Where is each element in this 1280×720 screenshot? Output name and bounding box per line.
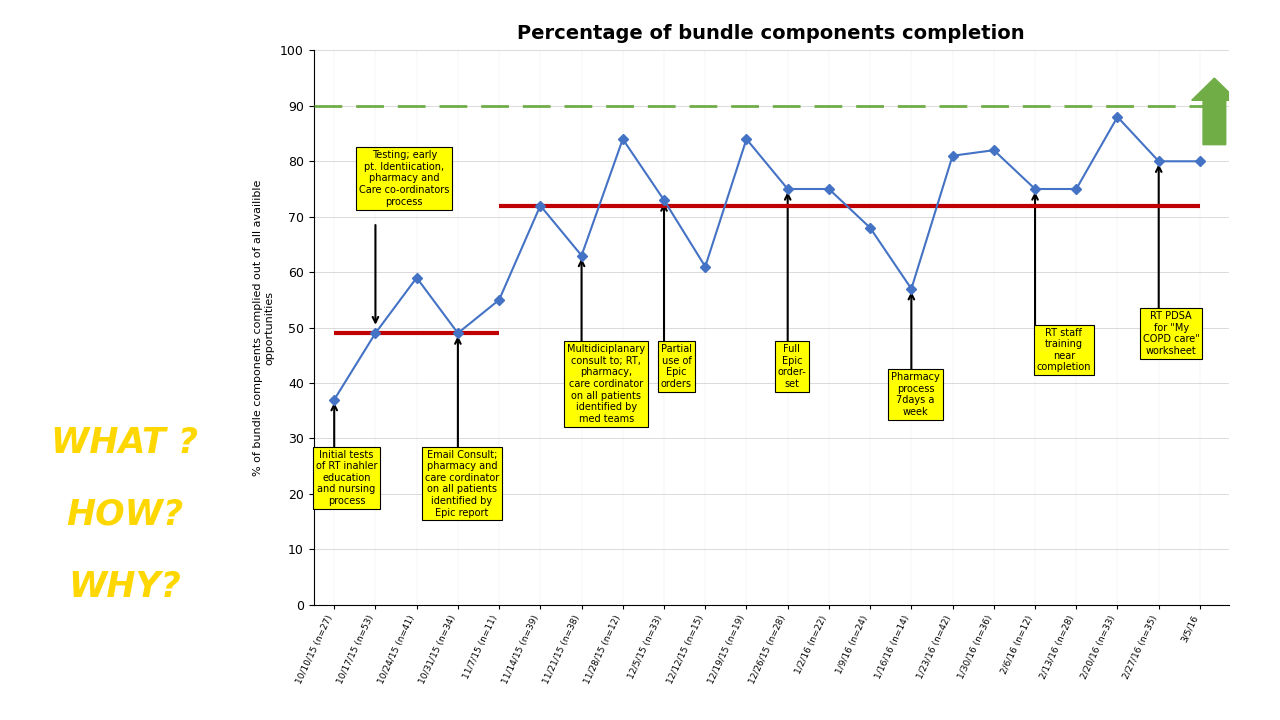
- Text: Multidiciplanary
consult to; RT,
pharmacy,
care cordinator
on all patients
ident: Multidiciplanary consult to; RT, pharmac…: [567, 344, 645, 424]
- Text: Partial
use of
Epic
orders: Partial use of Epic orders: [660, 344, 692, 389]
- Text: Pharmacy
process
7days a
week: Pharmacy process 7days a week: [891, 372, 940, 417]
- Text: Email Consult;
pharmacy and
care cordinator
on all patients
identified by
Epic r: Email Consult; pharmacy and care cordina…: [425, 449, 499, 518]
- Text: RT staff
training
near
completion: RT staff training near completion: [1037, 328, 1091, 372]
- Text: Initial tests
of RT inahler
education
and nursing
process: Initial tests of RT inahler education an…: [316, 449, 378, 506]
- Text: WHY?: WHY?: [68, 570, 182, 604]
- Text: RUN: RUN: [35, 136, 215, 210]
- Text: HOW?: HOW?: [67, 498, 183, 532]
- FancyArrow shape: [1192, 78, 1236, 145]
- Text: CHART: CHART: [0, 255, 250, 321]
- Text: Full
Epic
order-
set: Full Epic order- set: [777, 344, 806, 389]
- Text: Testing; early
pt. Identiication,
pharmacy and
Care co-ordinators
process: Testing; early pt. Identiication, pharma…: [360, 150, 449, 207]
- Title: Percentage of bundle components completion: Percentage of bundle components completi…: [517, 24, 1025, 43]
- Text: RT PDSA
for "My
COPD care"
worksheet: RT PDSA for "My COPD care" worksheet: [1143, 311, 1199, 356]
- Text: WHAT ?: WHAT ?: [51, 426, 198, 460]
- Y-axis label: % of bundle components complied out of all availible
opportunities: % of bundle components complied out of a…: [253, 179, 274, 476]
